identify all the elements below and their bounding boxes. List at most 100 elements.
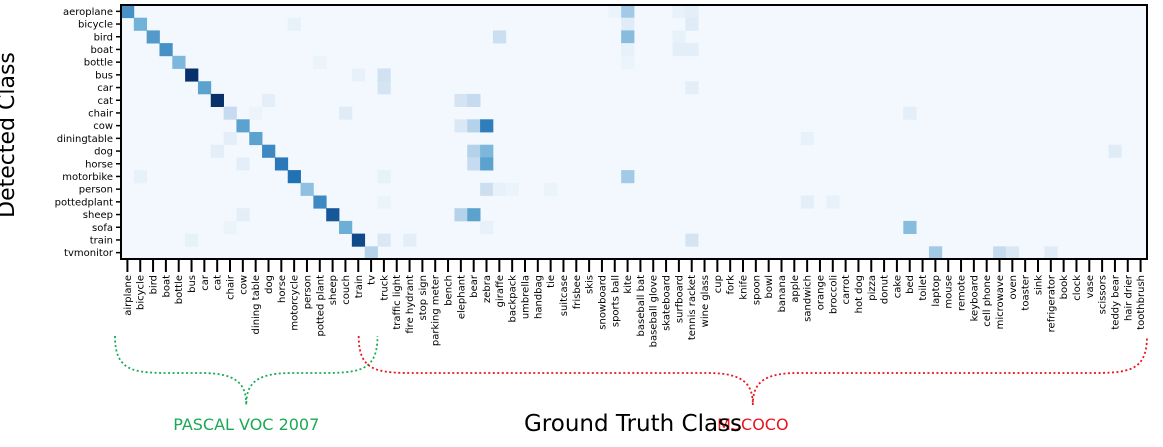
heatmap-cell (467, 208, 481, 222)
y-tick-label: horse (85, 159, 113, 170)
x-tick-label: bird (149, 275, 160, 294)
heatmap-cell (121, 5, 135, 19)
x-tick-label: elephant (456, 275, 467, 319)
heatmap-cell (377, 195, 391, 209)
x-tick-label: pizza (867, 275, 878, 301)
x-tick-label: vase (1085, 275, 1096, 298)
heatmap-cell (800, 195, 814, 209)
x-axis: airplane bicycle bird boat bottle bus car cat ch… (123, 259, 1147, 347)
heatmap-cell (467, 119, 481, 133)
heatmap-cell (903, 220, 917, 234)
x-tick-label: orange (815, 275, 826, 310)
x-tick-label: knife (739, 275, 750, 300)
x-tick-label: bicycle (136, 275, 147, 310)
y-tick-label: cow (93, 121, 113, 132)
x-tick-label: tennis racket (687, 275, 698, 340)
heatmap-cell (621, 30, 635, 44)
heatmap-cell (685, 5, 699, 19)
group-label: PASCAL VOC 2007 (173, 415, 319, 434)
x-tick-label: suitcase (559, 275, 570, 316)
x-tick-label: kite (623, 275, 634, 294)
x-tick-label: refrigerator (1046, 274, 1057, 332)
x-tick-label: bed (905, 275, 916, 294)
x-tick-label: tv (367, 275, 378, 285)
heatmap-cell (287, 170, 301, 184)
heatmap-cell (621, 17, 635, 31)
heatmap-cell (274, 157, 289, 171)
heatmap-cell (454, 208, 468, 222)
group-braces: PASCAL VOC 2007 MSCOCO (114, 335, 1148, 434)
y-tick-label: bus (95, 70, 113, 81)
heatmap-cell (351, 68, 366, 82)
x-tick-label: laptop (931, 275, 942, 307)
heatmap-cell (480, 119, 494, 133)
heatmap-cell (339, 220, 353, 234)
x-tick-label: airplane (123, 275, 134, 316)
heatmap-cell (313, 55, 327, 69)
x-tick-label: parking meter (431, 274, 442, 346)
x-tick-label: handbag (533, 275, 544, 319)
heatmap-cell (403, 233, 417, 247)
x-tick-label: boat (161, 275, 172, 298)
heatmap-cell (249, 106, 263, 120)
heatmap-cell (262, 93, 276, 107)
x-tick-label: bench (444, 275, 455, 306)
heatmap-cell (223, 132, 237, 146)
x-tick-label: book (1059, 275, 1070, 300)
heatmap-cell (236, 157, 250, 171)
heatmap-cell (287, 17, 301, 31)
heatmap-cell (454, 119, 468, 133)
heatmap-cell (685, 81, 699, 95)
x-tick-label: car (200, 274, 211, 291)
heatmap-cell (672, 43, 686, 57)
x-tick-label: bus (187, 275, 198, 293)
heatmap-cell (621, 55, 635, 69)
x-tick-label: chair (226, 274, 237, 300)
x-tick-label: train (354, 275, 365, 298)
x-tick-label: dog (264, 275, 275, 294)
heatmap-cell (249, 132, 263, 146)
heatmap-cell (133, 170, 148, 184)
heatmap-cell (621, 170, 635, 184)
heatmap-cells (121, 5, 1147, 260)
heatmap-cell (1005, 246, 1020, 260)
y-axis: aeroplanebicyclebirdboatbottlebuscarcatc… (55, 7, 121, 259)
heatmap-cell (185, 68, 199, 82)
x-tick-label: cow (238, 275, 249, 295)
heatmap-cell (544, 182, 558, 196)
heatmap-cell (621, 5, 635, 19)
x-tick-label: oven (1008, 275, 1019, 300)
heatmap-cell (800, 132, 814, 146)
heatmap-cell (505, 182, 519, 196)
y-tick-label: car (97, 83, 114, 94)
x-tick-label: bear (469, 274, 480, 298)
x-tick-label: frisbee (572, 275, 583, 309)
x-tick-label: snowboard (597, 275, 608, 330)
x-tick-label: teddy bear (1110, 274, 1121, 329)
x-tick-label: motorcycle (290, 275, 301, 331)
x-tick-label: wine glass (700, 275, 711, 327)
x-axis-label: Ground Truth Class (524, 411, 742, 437)
x-tick-label: zebra (482, 275, 493, 303)
x-tick-label: surfboard (674, 275, 685, 323)
heatmap-cell (685, 43, 699, 57)
x-tick-label: toothbrush (1136, 275, 1147, 330)
x-tick-label: tie (546, 275, 557, 288)
heatmap-cell (492, 182, 507, 196)
heatmap-cell (928, 246, 943, 260)
x-tick-label: cup (713, 275, 724, 293)
x-tick-label: umbrella (520, 275, 531, 319)
y-tick-label: diningtable (57, 134, 113, 145)
heatmap-cell (223, 220, 237, 234)
x-tick-label: remote (957, 275, 968, 311)
x-tick-label: potted plant (315, 275, 326, 337)
x-tick-label: cat (213, 275, 224, 291)
x-tick-label: cake (892, 275, 903, 298)
heatmap-cell (210, 144, 224, 158)
y-tick-label: bottle (84, 58, 113, 69)
heatmap-cell (377, 233, 391, 247)
x-tick-label: baseball bat (636, 275, 647, 337)
heatmap-cell (1108, 144, 1122, 158)
heatmap-cell (326, 208, 340, 222)
